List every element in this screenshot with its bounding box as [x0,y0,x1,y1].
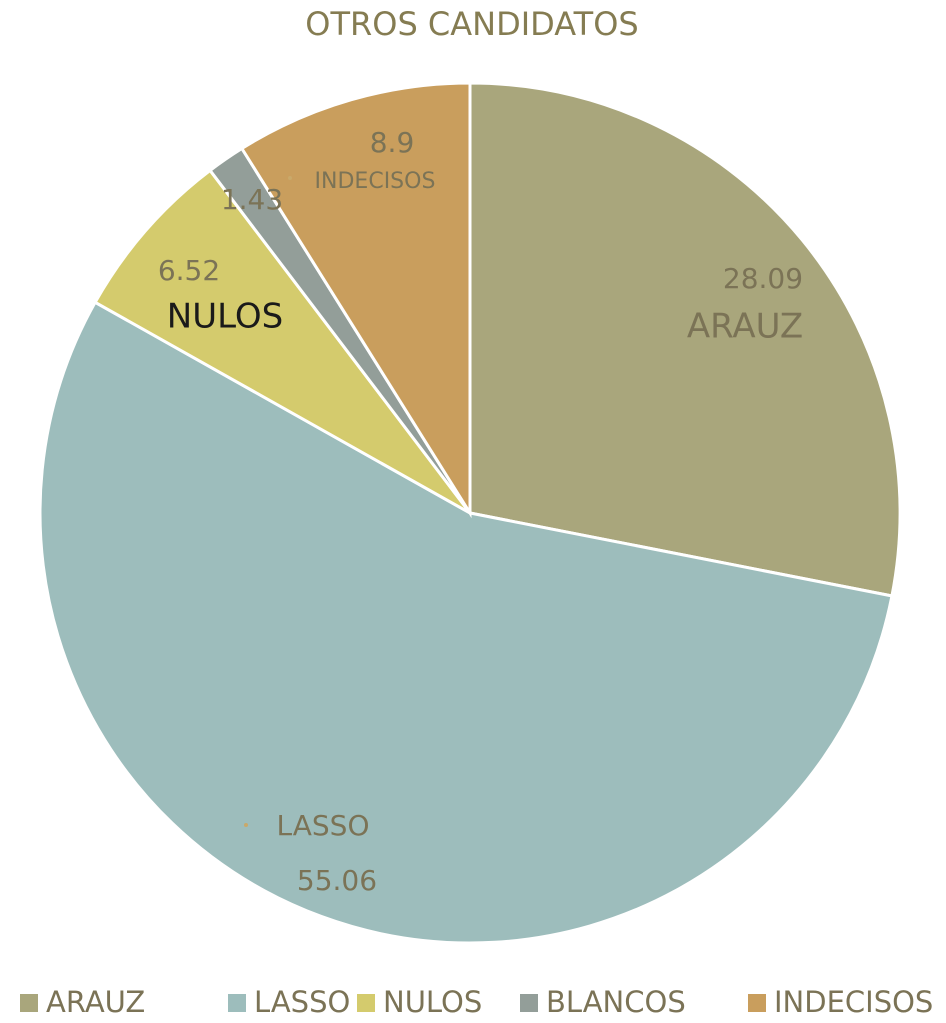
pie-slice [93,168,472,515]
legend-swatch [228,994,246,1012]
legend-label: ARAUZ [46,985,145,1019]
data-label: 8.9 [370,126,415,159]
chart-title: OTROS CANDIDATOS [305,5,638,43]
data-label-name: ARAUZ [687,307,803,347]
legend-swatch [357,994,375,1012]
legend-swatch [20,994,38,1012]
data-label: 28.09 [723,262,803,295]
data-label: 55.06 [297,864,377,897]
data-label: 1.43 [221,183,283,216]
legend-swatch [748,994,766,1012]
data-label-name: NULOS [167,297,283,337]
pie-slice [38,300,894,945]
legend-label: NULOS [383,985,482,1019]
legend-swatch [520,994,538,1012]
data-label-name: LASSO [277,809,370,842]
label-dot [288,176,292,180]
data-label: 6.52 [158,254,220,287]
pie-slice [239,81,472,519]
data-label-name: INDECISOS [315,169,436,194]
legend-label: INDECISOS [774,985,933,1019]
legend-label: LASSO [254,985,350,1019]
pie-slice [468,81,902,598]
legend-label: BLANCOS [546,985,686,1019]
label-dot [244,823,248,827]
